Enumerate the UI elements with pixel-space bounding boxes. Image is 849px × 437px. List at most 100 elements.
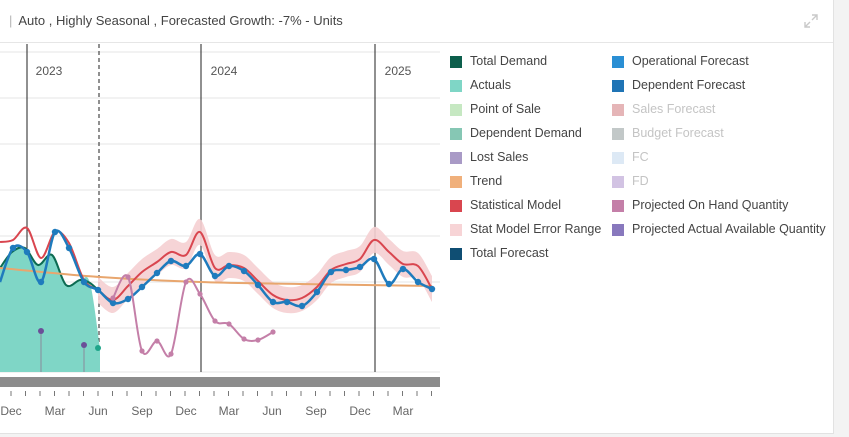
actuals-end-point	[95, 345, 101, 351]
dependent-forecast-point	[269, 298, 277, 306]
projected-on-hand-point	[183, 279, 189, 285]
x-tick-label: Mar	[393, 404, 414, 418]
dependent-forecast-point	[94, 286, 102, 294]
legend-swatch	[612, 176, 624, 188]
year-labels: 2023 2024 2025	[36, 64, 412, 78]
actuals-area	[0, 247, 100, 372]
x-tick-label: Dec	[0, 404, 21, 418]
legend-label: Actuals	[470, 78, 511, 92]
legend-label: Projected Actual Available Quantity	[632, 222, 826, 236]
legend-label: Statistical Model	[470, 198, 562, 212]
legend-swatch	[612, 200, 624, 212]
projected-on-hand-point	[270, 329, 276, 335]
x-tick-label: Mar	[45, 404, 66, 418]
projected-on-hand-point	[255, 337, 261, 343]
x-axis: Dec Mar Jun Sep Dec Mar Jun Sep Dec Mar	[0, 391, 432, 418]
legend-swatch	[450, 248, 462, 260]
legend-label: Lost Sales	[470, 150, 529, 164]
legend-label: Operational Forecast	[632, 54, 749, 68]
legend-swatch	[450, 200, 462, 212]
projected-on-hand-point	[154, 338, 160, 344]
legend-swatch	[450, 152, 462, 164]
dependent-forecast-point	[313, 288, 321, 296]
legend-swatch	[450, 80, 462, 92]
dependent-forecast-point	[342, 266, 350, 274]
projected-on-hand-point	[226, 321, 232, 327]
x-tick-label: Jun	[262, 404, 281, 418]
legend-swatch	[450, 128, 462, 140]
dependent-forecast-point	[356, 263, 364, 271]
lost-sales-point	[38, 328, 44, 334]
dependent-forecast-point	[23, 248, 31, 256]
legend-swatch	[450, 224, 462, 236]
year-label: 2025	[385, 64, 412, 78]
legend-swatch	[612, 152, 624, 164]
legend-label: Sales Forecast	[632, 102, 716, 116]
legend-label: Dependent Forecast	[632, 78, 746, 92]
dependent-forecast-point	[414, 278, 422, 286]
header-title: | Auto , Highly Seasonal , Forecasted Gro…	[9, 13, 343, 28]
x-tick-label: Sep	[305, 404, 327, 418]
legend-label: Trend	[470, 174, 503, 188]
dependent-forecast-point	[138, 283, 146, 291]
legend-swatch	[612, 56, 624, 68]
dependent-forecast-point	[65, 244, 73, 252]
header-summary: Auto , Highly Seasonal , Forecasted Grow…	[18, 13, 343, 28]
legend-swatch	[450, 176, 462, 188]
dependent-forecast-point	[51, 228, 59, 236]
stat-model-error-range	[98, 218, 432, 314]
trend-line	[0, 267, 433, 287]
projected-on-hand-point	[139, 348, 145, 354]
dependent-forecast-point	[298, 302, 306, 310]
dependent-forecast-point	[283, 298, 291, 306]
x-tick-label: Dec	[349, 404, 370, 418]
projected-on-hand-point	[212, 318, 218, 324]
x-tick-label: Mar	[219, 404, 240, 418]
dependent-forecast-point	[153, 269, 161, 277]
legend-label: Point of Sale	[470, 102, 541, 116]
dependent-forecast-point	[167, 257, 175, 265]
dependent-forecast-point	[327, 268, 335, 276]
chart-header: | Auto , Highly Seasonal , Forecasted Gro…	[0, 0, 833, 43]
legend-swatch	[612, 80, 624, 92]
dependent-forecast-point	[196, 250, 204, 258]
dependent-forecast-point	[225, 262, 233, 270]
legend-label: FC	[632, 150, 649, 164]
chart-panel: | Auto , Highly Seasonal , Forecasted Gro…	[0, 0, 834, 434]
legend-label: Total Forecast	[470, 246, 549, 260]
scrollbar-thumb	[0, 377, 440, 387]
expand-arrows-icon[interactable]	[804, 14, 818, 28]
dependent-forecast-point	[211, 272, 219, 280]
dependent-forecast-point	[9, 244, 17, 252]
legend-label: Total Demand	[470, 54, 548, 68]
dependent-forecast-point	[370, 255, 378, 263]
dependent-forecast-point	[240, 267, 248, 275]
projected-on-hand-point	[241, 336, 247, 342]
dependent-forecast-point	[124, 295, 132, 303]
projected-on-hand-point	[197, 291, 203, 297]
forecast-chart: 2023 2024 2025 Dec Mar Jun Sep Dec Mar Jun Sep Dec…	[0, 44, 440, 418]
legend-swatch	[450, 56, 462, 68]
dependent-forecast-point	[254, 281, 262, 289]
actuals-fill	[0, 247, 100, 372]
dependent-forecast-point	[37, 278, 45, 286]
legend-label: Projected On Hand Quantity	[632, 198, 789, 212]
dependent-forecast-point	[109, 299, 117, 307]
legend-swatch	[612, 104, 624, 116]
dependent-forecast-point	[428, 285, 436, 293]
lost-sales-point	[81, 342, 87, 348]
dependent-forecast-point	[399, 265, 407, 273]
statistical-model-line	[0, 226, 433, 302]
legend-swatch	[612, 224, 624, 236]
x-tick-label: Sep	[131, 404, 153, 418]
chart-scrollbar[interactable]	[0, 377, 440, 387]
x-tick-label: Dec	[175, 404, 196, 418]
dependent-forecast-point	[385, 280, 393, 288]
legend-label: Budget Forecast	[632, 126, 724, 140]
year-label: 2024	[211, 64, 238, 78]
dependent-forecast-point	[80, 278, 88, 286]
series-markers	[9, 228, 436, 372]
x-tick-label: Jun	[88, 404, 107, 418]
error-range-band	[98, 218, 432, 314]
legend-swatch	[450, 104, 462, 116]
